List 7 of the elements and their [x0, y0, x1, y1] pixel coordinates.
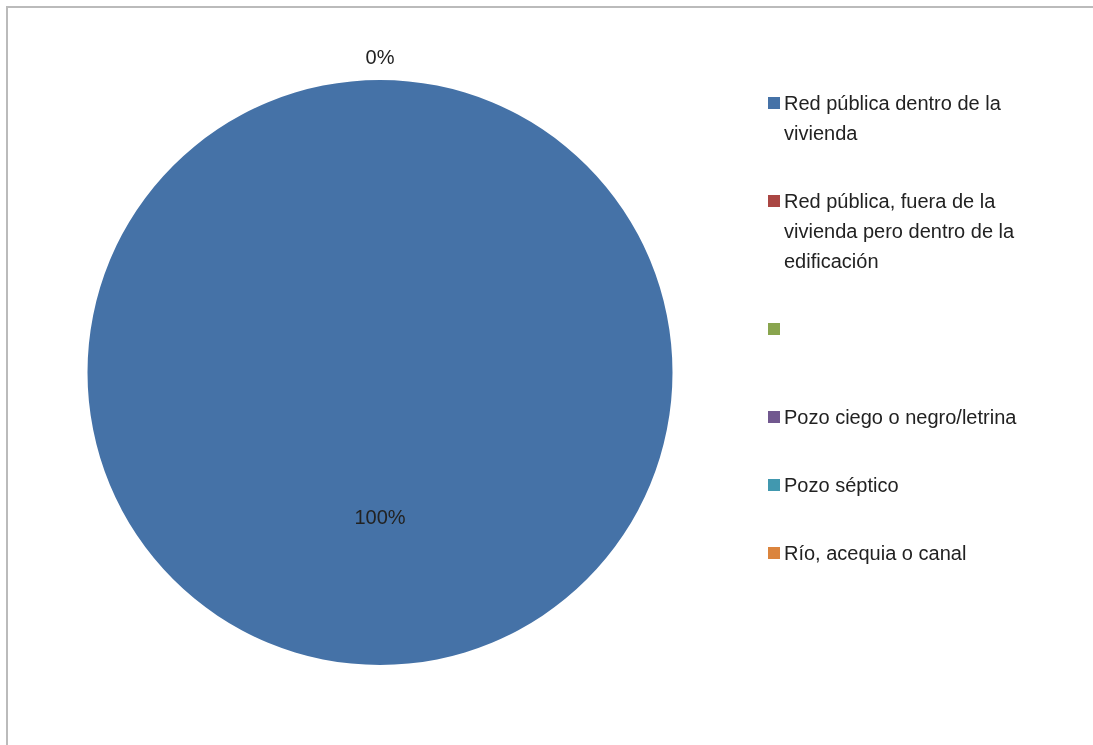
legend-label: Red pública, fuera de la vivienda pero dentro de la edificación [784, 189, 1016, 274]
legend-label: Río, acequia o canal [784, 541, 967, 566]
data-label: 100% [354, 506, 406, 529]
legend-label: Pozo séptico [784, 473, 899, 498]
legend-label: Pozo ciego o negro/letrina [784, 405, 1017, 430]
legend-label: Red pública dentro de la vivienda [784, 91, 1002, 146]
text: 0% [365, 45, 395, 68]
